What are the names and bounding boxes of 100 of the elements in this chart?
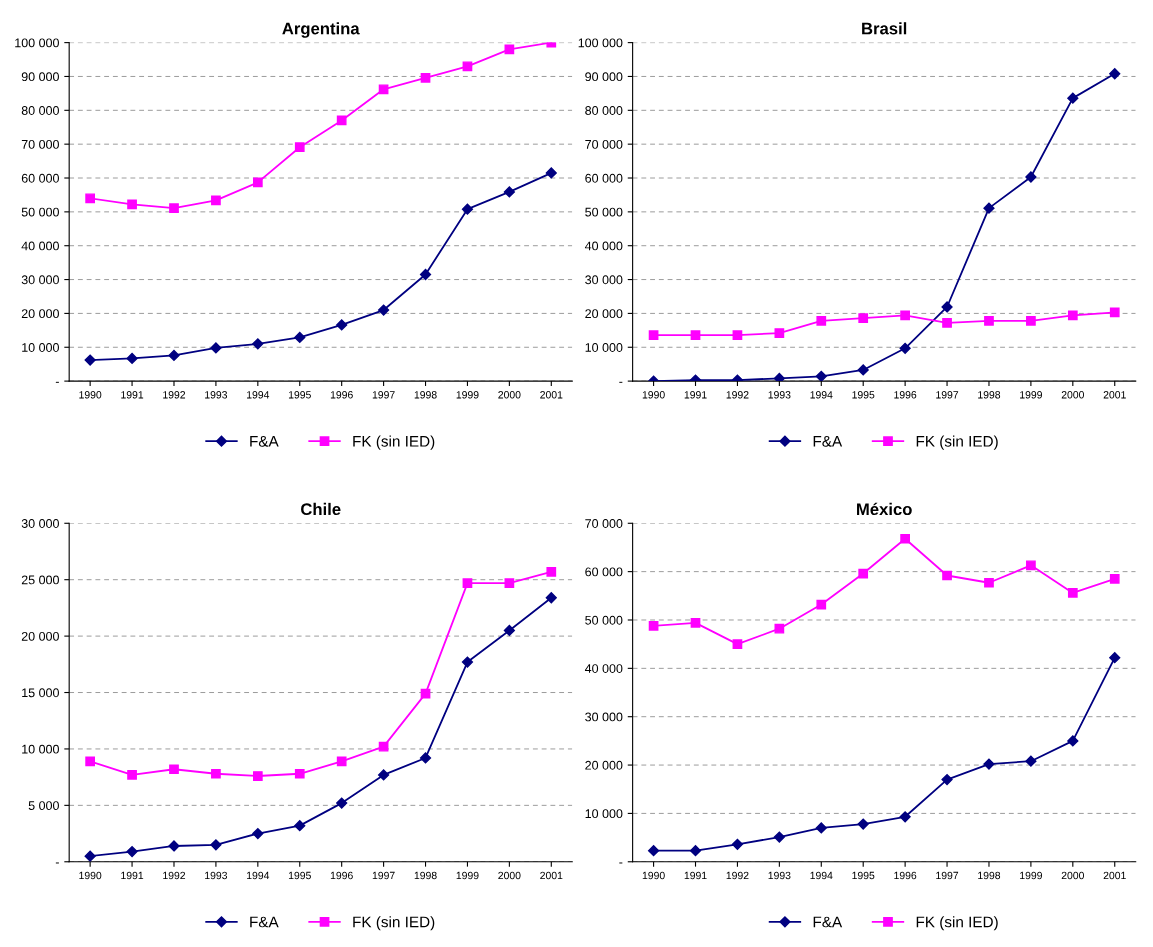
y-tick-label: 40 000: [21, 241, 59, 251]
x-tick-label: 1994: [810, 391, 833, 399]
x-tick-label: 1990: [642, 871, 665, 880]
point: [1109, 68, 1121, 80]
legend-label: F&A: [250, 916, 279, 928]
point: [773, 831, 785, 843]
x-tick-label: 1997: [372, 391, 395, 399]
point: [252, 177, 263, 188]
point: [774, 623, 785, 634]
point: [504, 578, 515, 588]
x-tick-label: 1995: [288, 871, 311, 880]
chart-title: Chile: [301, 502, 341, 516]
point: [294, 331, 306, 344]
x-tick-label: 1998: [414, 871, 437, 880]
x-tick-label: 1993: [205, 871, 228, 880]
y-tick-label: 100 000: [15, 38, 59, 48]
point: [1067, 310, 1078, 321]
point: [168, 349, 180, 361]
point: [899, 342, 911, 354]
point: [857, 364, 869, 376]
x-tick-label: 1999: [1020, 871, 1042, 880]
point: [647, 845, 660, 857]
x-tick-label: 1992: [163, 871, 186, 880]
point: [378, 84, 389, 95]
x-tick-label: 2001: [540, 391, 563, 399]
x-tick-label: 1996: [894, 871, 917, 880]
x-tick-label: 1993: [768, 391, 791, 399]
y-tick-label: 80 000: [21, 106, 59, 115]
x-tick-label: 1992: [726, 871, 749, 880]
point: [1025, 755, 1037, 767]
point: [85, 193, 96, 204]
point: [690, 330, 701, 340]
y-tick-label: 100 000: [578, 38, 623, 48]
y-tick-label: 10 000: [22, 343, 59, 352]
point: [503, 624, 515, 637]
y-tick-label: 25 000: [21, 575, 59, 585]
x-tick-label: 1990: [79, 871, 102, 880]
point: [294, 142, 305, 153]
point: [1109, 652, 1121, 664]
point: [773, 372, 785, 382]
point: [377, 304, 390, 316]
y-tick-label: 30 000: [585, 275, 623, 285]
y-tick-label: 50 000: [21, 207, 59, 217]
point: [294, 768, 305, 779]
y-tick-label: 70 000: [585, 519, 623, 528]
point: [336, 319, 348, 331]
x-tick-label: 1995: [852, 871, 875, 880]
y-tick-label: 30 000: [21, 275, 59, 285]
point: [731, 838, 744, 850]
x-tick-label: 1990: [79, 391, 102, 399]
point: [1025, 171, 1037, 183]
x-tick-label: 1999: [456, 871, 479, 880]
point: [545, 592, 557, 604]
point: [127, 199, 137, 210]
y-tick-label: 30 000: [585, 712, 623, 722]
x-tick-label: 1997: [936, 871, 959, 880]
y-tick-label: 30 000: [21, 519, 59, 528]
legend-label: FK (sin IED): [916, 916, 998, 931]
y-tick-label: 20 000: [585, 309, 623, 319]
x-tick-label: 1992: [163, 391, 186, 399]
point: [815, 370, 827, 382]
legend-label: FK (sin IED): [353, 916, 435, 931]
x-tick-label: 2000: [498, 871, 521, 880]
point: [689, 845, 702, 857]
x-tick-label: 2000: [498, 391, 521, 399]
x-tick-label: 1998: [414, 391, 437, 399]
point: [84, 354, 96, 366]
point: [1109, 574, 1120, 584]
point: [419, 268, 432, 281]
x-tick-label: 1994: [247, 871, 270, 880]
point: [690, 618, 701, 628]
x-tick-label: 2001: [1103, 871, 1126, 880]
point: [942, 318, 952, 328]
point: [461, 203, 474, 215]
y-tick-label: 50 000: [585, 615, 623, 625]
point: [732, 330, 743, 340]
x-tick-label: 1990: [642, 391, 665, 399]
point: [127, 770, 137, 780]
chart-title: Brasil: [862, 22, 907, 35]
point: [900, 533, 910, 544]
x-tick-label: 1997: [936, 391, 959, 399]
point: [941, 773, 953, 786]
point: [899, 811, 911, 823]
x-tick-label: 1996: [330, 391, 353, 399]
x-tick-label: 1999: [456, 391, 479, 399]
point: [252, 771, 263, 781]
x-tick-label: 2001: [1103, 391, 1126, 399]
y-tick-label: 60 000: [585, 567, 623, 577]
point: [1026, 560, 1036, 571]
point: [294, 820, 306, 832]
point: [377, 769, 390, 781]
point: [545, 167, 557, 179]
y-tick-label: 40 000: [584, 241, 623, 251]
x-tick-label: 1995: [852, 391, 875, 399]
point: [648, 330, 659, 340]
y-tick-label: 40 000: [584, 664, 623, 673]
point: [816, 599, 827, 610]
legend-label: FK (sin IED): [353, 435, 435, 450]
point: [461, 656, 474, 668]
legend-label: FK (sin IED): [916, 435, 998, 450]
